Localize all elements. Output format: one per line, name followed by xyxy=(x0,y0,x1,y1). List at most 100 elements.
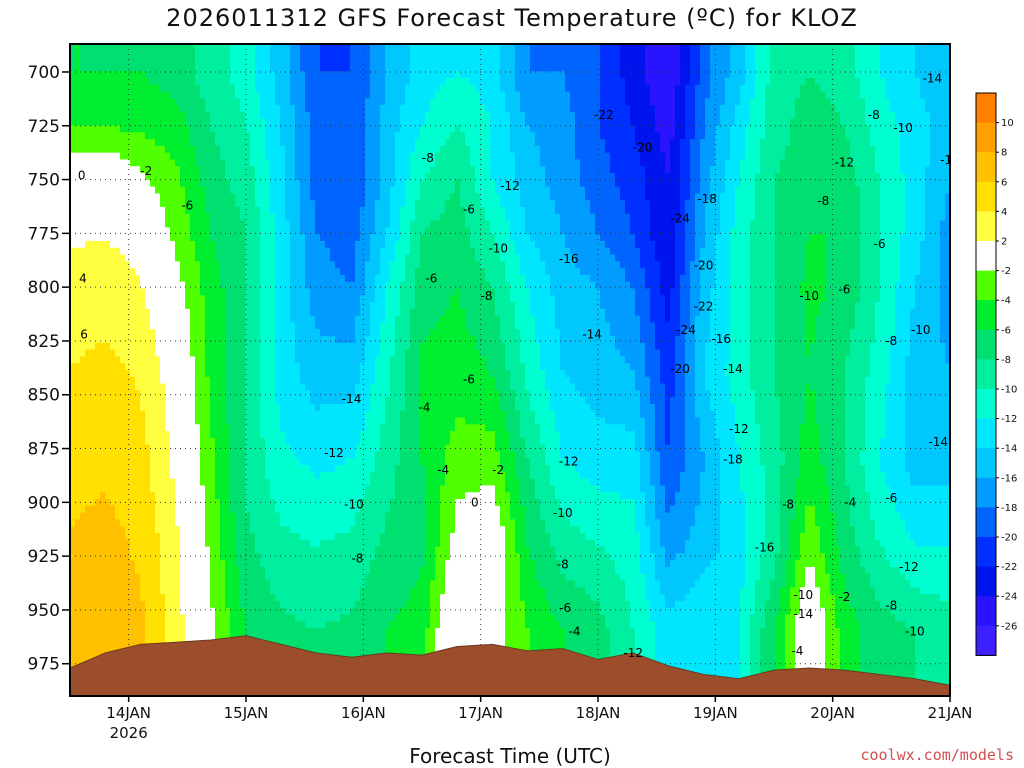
heat-cell xyxy=(130,349,136,358)
heat-cell xyxy=(315,274,321,283)
heat-cell xyxy=(295,281,301,290)
heat-cell xyxy=(325,451,331,459)
heat-cell xyxy=(190,247,196,256)
heat-cell xyxy=(295,451,301,459)
heat-cell xyxy=(145,566,151,575)
heat-cell xyxy=(150,44,156,52)
heat-cell xyxy=(85,77,91,86)
heat-cell xyxy=(140,281,146,290)
heat-cell xyxy=(240,125,246,133)
heat-cell xyxy=(110,437,116,446)
heat-cell xyxy=(155,560,161,568)
heat-cell xyxy=(220,370,226,378)
heat-cell xyxy=(210,628,216,636)
heat-cell xyxy=(125,594,131,602)
heat-cell xyxy=(275,268,281,276)
heat-cell xyxy=(120,533,126,541)
heat-cell xyxy=(145,105,151,113)
heat-cell xyxy=(210,553,216,561)
heat-cell xyxy=(140,200,146,208)
heat-cell xyxy=(260,44,266,52)
heat-cell xyxy=(240,50,246,59)
heat-cell xyxy=(205,614,211,622)
heat-cell xyxy=(290,526,296,534)
heat-cell xyxy=(280,451,286,459)
heat-cell xyxy=(300,363,306,371)
heat-cell xyxy=(320,641,326,650)
heat-cell xyxy=(235,628,241,636)
heat-cell xyxy=(70,505,76,514)
heat-cell xyxy=(200,295,206,303)
heat-cell xyxy=(110,159,116,167)
heat-cell xyxy=(125,186,131,195)
heat-cell xyxy=(160,50,166,59)
heat-cell xyxy=(190,587,196,595)
heat-cell xyxy=(290,519,296,527)
heat-cell xyxy=(320,64,326,72)
heat-cell xyxy=(255,50,261,59)
heat-cell xyxy=(315,390,321,398)
heat-cell xyxy=(195,336,201,344)
heat-cell xyxy=(300,370,306,378)
heat-cell xyxy=(280,485,286,493)
heat-cell xyxy=(235,322,241,330)
heat-cell xyxy=(235,363,241,371)
heat-cell xyxy=(275,207,281,215)
heat-cell xyxy=(75,145,81,154)
heat-cell xyxy=(170,227,176,235)
heat-cell xyxy=(70,648,76,656)
heat-cell xyxy=(210,145,216,154)
heat-cell xyxy=(95,573,101,582)
heat-cell xyxy=(185,505,191,514)
heat-cell xyxy=(85,234,91,242)
heat-cell xyxy=(125,193,131,201)
heat-cell xyxy=(230,560,236,568)
heat-cell xyxy=(105,410,111,419)
heat-cell xyxy=(255,363,261,371)
heat-cell xyxy=(175,546,181,554)
heat-cell xyxy=(200,336,206,344)
heat-cell xyxy=(95,111,101,120)
heat-cell xyxy=(220,281,226,290)
heat-cell xyxy=(245,159,251,167)
heat-cell xyxy=(170,539,176,548)
heat-cell xyxy=(165,363,171,371)
heat-cell xyxy=(325,240,331,249)
heat-cell xyxy=(255,207,261,215)
heat-cell xyxy=(165,383,171,391)
heat-cell xyxy=(205,186,211,195)
heat-cell xyxy=(195,594,201,602)
heat-cell xyxy=(125,485,131,493)
heat-cell xyxy=(255,485,261,493)
heat-cell xyxy=(245,465,251,473)
heat-cell xyxy=(320,295,326,303)
heat-cell xyxy=(235,370,241,378)
heat-cell xyxy=(300,322,306,330)
heat-cell xyxy=(75,91,81,99)
heat-cell xyxy=(85,173,91,181)
heat-cell xyxy=(175,84,181,93)
heat-cell xyxy=(170,566,176,575)
heat-cell xyxy=(175,145,181,154)
heat-cell xyxy=(75,132,81,140)
heat-cell xyxy=(205,349,211,358)
heat-cell xyxy=(145,288,151,296)
heat-cell xyxy=(200,499,206,507)
heat-cell xyxy=(180,499,186,507)
heat-cell xyxy=(135,546,141,554)
heat-cell xyxy=(105,349,111,358)
heat-cell xyxy=(165,64,171,72)
heat-cell xyxy=(240,349,246,358)
heat-cell xyxy=(255,84,261,93)
heat-cell xyxy=(240,145,246,154)
heat-cell xyxy=(105,295,111,303)
heat-cell xyxy=(270,519,276,527)
heat-cell xyxy=(315,539,321,548)
heat-cell xyxy=(115,295,121,303)
heat-cell xyxy=(70,662,76,670)
heat-cell xyxy=(165,288,171,296)
heat-cell xyxy=(260,50,266,59)
heat-cell xyxy=(280,471,286,480)
heat-cell xyxy=(190,526,196,534)
heat-cell xyxy=(120,634,126,643)
